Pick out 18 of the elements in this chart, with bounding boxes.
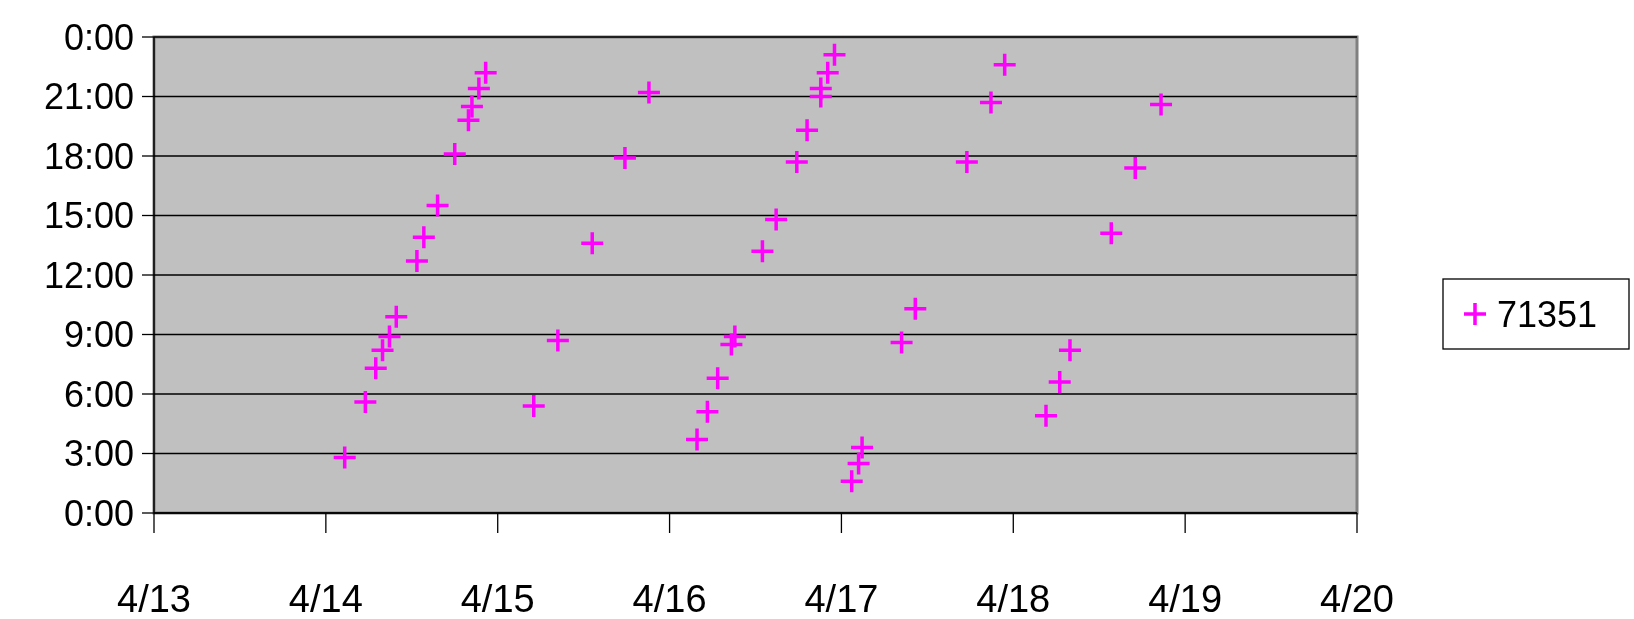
y-tick-label: 18:00 xyxy=(43,135,134,177)
y-tick-label: 12:00 xyxy=(43,254,134,296)
y-tick-label: 6:00 xyxy=(63,373,134,415)
x-tick-label: 4/19 xyxy=(1148,578,1223,619)
x-tick-label: 4/14 xyxy=(288,578,363,619)
x-tick-label: 4/17 xyxy=(804,578,879,619)
x-tick-label: 4/13 xyxy=(117,578,191,619)
y-tick-label: 15:00 xyxy=(43,195,134,237)
y-tick-label: 9:00 xyxy=(63,314,134,356)
y-tick-label: 21:00 xyxy=(43,76,134,118)
x-tick-label: 4/20 xyxy=(1320,578,1394,619)
legend-label: 71351 xyxy=(1497,293,1598,335)
x-tick-label: 4/18 xyxy=(976,578,1051,619)
x-tick-label: 4/16 xyxy=(632,578,707,619)
y-tick-label: 0:00 xyxy=(63,492,134,534)
y-tick-label: 0:00 xyxy=(63,16,134,58)
y-tick-label: 3:00 xyxy=(63,433,134,475)
x-tick-label: 4/15 xyxy=(460,578,535,619)
